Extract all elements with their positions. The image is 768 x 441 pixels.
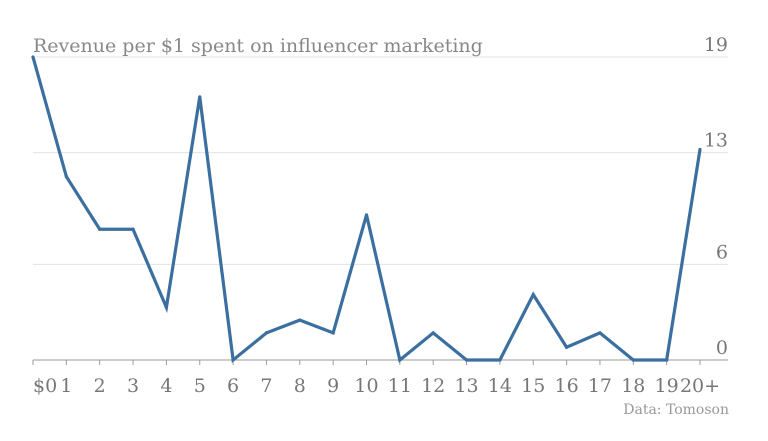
data-point [131, 227, 135, 231]
data-point [598, 331, 602, 335]
data-point [431, 331, 435, 335]
x-tick-label: 15 [521, 375, 545, 397]
x-tick-label: 12 [421, 375, 445, 397]
x-tick-label: 10 [354, 375, 378, 397]
data-point [364, 213, 369, 217]
data-point [398, 358, 402, 362]
x-tick-label: 3 [127, 375, 139, 397]
y-tick-label: 19 [704, 34, 728, 56]
data-point [98, 227, 102, 231]
x-tick-label: 14 [488, 375, 512, 397]
x-tick-label: $0 [33, 375, 57, 397]
data-point [464, 358, 469, 362]
y-axis-ticks: 0 6 13 19 [704, 34, 728, 359]
x-tick-label: 18 [621, 375, 645, 397]
x-tick-label: 7 [260, 375, 272, 397]
x-tick-label: 4 [160, 375, 172, 397]
chart-title: Revenue per $1 spent on influencer marke… [33, 35, 483, 57]
x-tick-label: 1 [60, 375, 72, 397]
x-tick-label: 8 [294, 375, 306, 397]
x-tick-label: 6 [227, 375, 239, 397]
source-note: Data: Tomoson [623, 402, 729, 418]
data-point [665, 358, 669, 362]
series-layer [31, 55, 702, 364]
y-tick-label: 13 [704, 130, 728, 152]
series-line [31, 56, 702, 364]
data-point [531, 293, 535, 297]
gridlines [33, 56, 728, 361]
data-point [698, 147, 702, 152]
x-tick-label: 19 [655, 375, 679, 397]
data-point [264, 331, 269, 335]
x-tick-label: 20+ [680, 375, 720, 397]
x-tick-label: 11 [388, 375, 412, 397]
data-point [164, 305, 168, 309]
x-tick-label: 16 [555, 375, 579, 397]
y-tick-label: 0 [716, 337, 728, 359]
x-tick-label: 5 [194, 375, 206, 397]
x-axis-ticks: $0 1 2 3 4 5 6 7 8 9 10 11 12 13 14 15 16 17 18 19 20+ [32, 360, 720, 397]
data-point [631, 358, 635, 362]
data-point [498, 358, 502, 362]
data-point [198, 95, 202, 99]
x-tick-label: 13 [454, 375, 478, 397]
x-tick-label: 17 [588, 375, 612, 397]
data-point [31, 55, 35, 59]
data-point [231, 358, 235, 362]
data-point [565, 345, 569, 349]
x-tick-label: 9 [327, 375, 339, 397]
x-tick-label: 2 [94, 375, 106, 397]
y-tick-label: 6 [716, 241, 728, 263]
data-point [331, 331, 335, 335]
data-point [64, 175, 68, 179]
data-point [298, 318, 302, 322]
